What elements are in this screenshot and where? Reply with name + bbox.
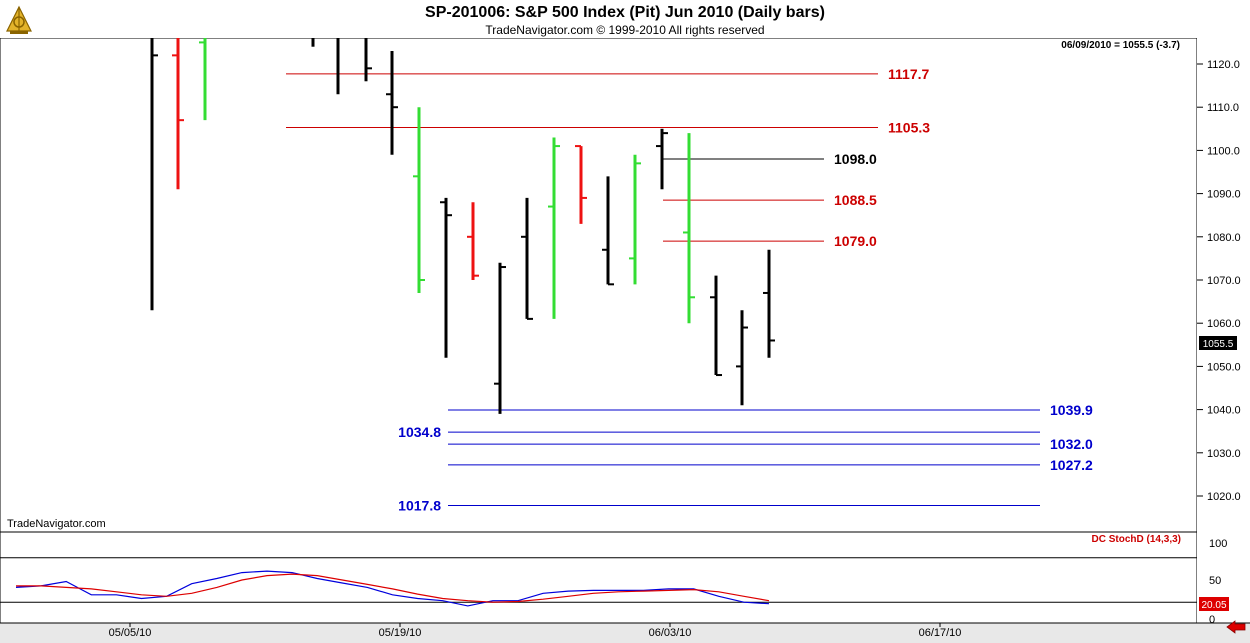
price-tick-label: 1080.0 — [1207, 232, 1241, 244]
price-tick-label: 1120.0 — [1207, 59, 1240, 71]
indicator-panel — [0, 531, 1198, 624]
price-tick-label: 1060.0 — [1207, 318, 1241, 330]
level-label: 1032.0 — [1050, 436, 1093, 452]
price-readout: 06/09/2010 = 1055.5 (-3.7) — [1061, 40, 1180, 51]
indicator-label: DC StochD (14,3,3) — [1092, 534, 1181, 545]
price-axis — [1197, 38, 1250, 623]
price-axis-ticks: 1020.0 1030.0 1040.0 1050.0 1060.0 1070.0 1080… — [1197, 59, 1241, 503]
watermark: TradeNavigator.com — [7, 518, 106, 530]
last-price-tag-text: 1055.5 — [1203, 339, 1234, 350]
indicator-value-tag — [1199, 597, 1229, 611]
date-tick-label: 06/17/10 — [919, 627, 962, 639]
price-tick-label: 1110.0 — [1207, 102, 1239, 114]
level-label: 1034.8 — [398, 424, 441, 440]
chart-subtitle: TradeNavigator.com © 1999-2010 All right… — [485, 23, 765, 37]
indicator-value-tag-text: 20.05 — [1201, 600, 1226, 611]
stoch-series-line — [15, 570, 770, 607]
price-tick-label: 1100.0 — [1207, 145, 1240, 157]
price-tick-label: 1040.0 — [1207, 405, 1241, 417]
price-bars — [150, 38, 775, 414]
chart-header: SP-201006: S&P 500 Index (Pit) Jun 2010 … — [0, 0, 1250, 38]
level-label: 1098.0 — [834, 151, 877, 167]
date-axis-ticks: 05/05/10 05/19/10 06/03/10 06/17/10 — [109, 623, 962, 639]
indicator-tick: 50 — [1209, 575, 1221, 587]
price-panel — [0, 37, 1198, 533]
level-lines: 1117.7 1105.3 1098.0 1088.5 1079.0 1039.9 1034… — [286, 66, 1093, 514]
stoch-series-line — [16, 573, 770, 603]
last-price-tag — [1199, 336, 1237, 350]
scroll-left-arrow-icon[interactable] — [1226, 620, 1246, 634]
level-label: 1117.7 — [888, 66, 929, 82]
level-label: 1105.3 — [888, 120, 930, 136]
indicator-tick: 0 — [1209, 614, 1215, 626]
level-label: 1027.2 — [1050, 457, 1093, 473]
chart-title: SP-201006: S&P 500 Index (Pit) Jun 2010 … — [425, 4, 825, 21]
date-tick-label: 05/19/10 — [379, 627, 422, 639]
price-tick-label: 1070.0 — [1207, 275, 1241, 287]
date-axis — [0, 623, 1250, 643]
price-tick-label: 1050.0 — [1207, 361, 1241, 373]
level-label: 1017.8 — [398, 498, 441, 514]
stochastic-lines — [0, 557, 1197, 607]
date-tick-label: 05/05/10 — [109, 627, 152, 639]
sextant-logo-icon — [6, 5, 32, 34]
level-label: 1039.9 — [1050, 402, 1093, 418]
date-tick-label: 06/03/10 — [649, 627, 692, 639]
price-tick-label: 1020.0 — [1207, 491, 1241, 503]
price-tick-label: 1090.0 — [1207, 189, 1241, 201]
level-label: 1088.5 — [834, 192, 877, 208]
indicator-tick: 100 — [1209, 538, 1227, 550]
price-tick-label: 1030.0 — [1207, 448, 1241, 460]
level-label: 1079.0 — [834, 233, 877, 249]
